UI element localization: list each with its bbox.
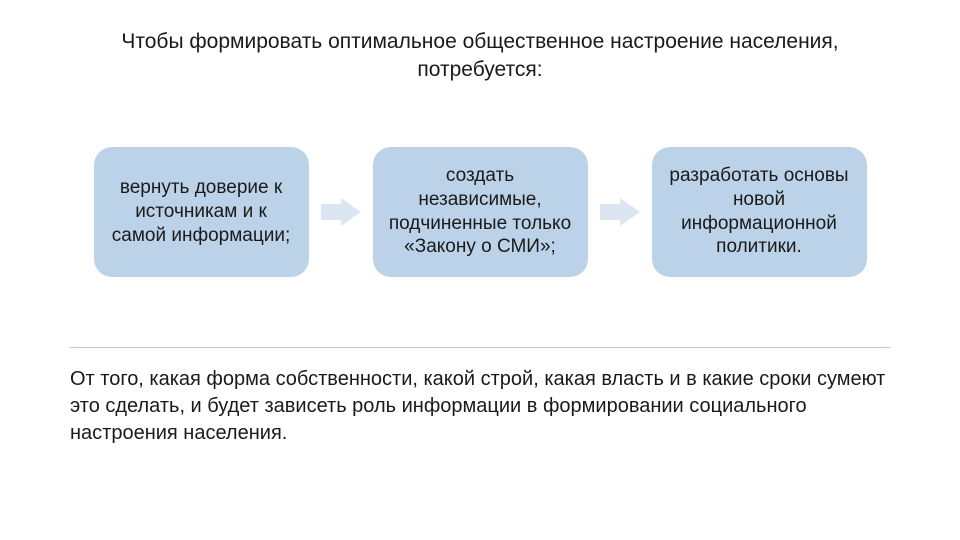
slide: Чтобы формировать оптимальное общественн… <box>0 0 960 540</box>
arrow-right-icon <box>600 198 640 226</box>
flow-node-3: разработать основы новой информационной … <box>652 147 867 277</box>
flow-node-label: вернуть доверие к источникам и к самой и… <box>108 176 295 247</box>
flow-node-label: разработать основы новой информационной … <box>666 164 853 259</box>
divider <box>70 347 890 348</box>
flow-node-label: создать независимые, подчиненные только … <box>387 164 574 259</box>
slide-heading: Чтобы формировать оптимальное общественн… <box>70 28 890 85</box>
flow-node-1: вернуть доверие к источникам и к самой и… <box>94 147 309 277</box>
flow-node-2: создать независимые, подчиненные только … <box>373 147 588 277</box>
process-flow: вернуть доверие к источникам и к самой и… <box>70 147 890 277</box>
arrow-right-icon <box>321 198 361 226</box>
footer-paragraph: От того, какая форма собственности, како… <box>70 366 890 447</box>
